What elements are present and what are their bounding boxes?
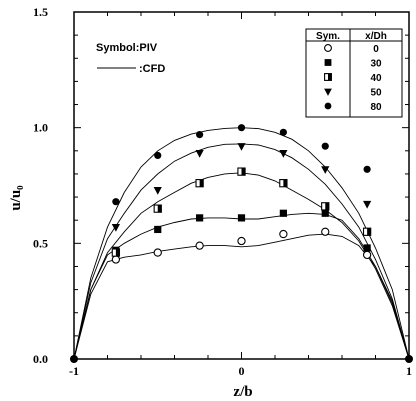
piv-point-x0 bbox=[237, 236, 246, 246]
piv-point-x50 bbox=[279, 150, 288, 158]
piv-point-x0 bbox=[195, 241, 204, 250]
y-tick-label: 1.0 bbox=[33, 121, 48, 135]
piv-point-x80 bbox=[112, 198, 120, 206]
piv-point-x0 bbox=[153, 248, 162, 257]
piv-point-x80 bbox=[237, 124, 246, 132]
y-tick-label: 0.0 bbox=[33, 352, 48, 366]
legend-marker-30 bbox=[324, 59, 332, 66]
cfd-curve-x40 bbox=[73, 172, 410, 360]
piv-point-x40-fill bbox=[283, 179, 287, 187]
legend-label-80: 80 bbox=[370, 102, 382, 113]
piv-point-x40-fill bbox=[367, 228, 371, 236]
piv-point-x0 bbox=[111, 255, 121, 264]
piv-point-x40-fill bbox=[115, 248, 120, 257]
piv-points bbox=[70, 124, 413, 363]
piv-point-x40 bbox=[111, 248, 121, 257]
piv-point-x50 bbox=[111, 224, 120, 232]
legend-label-30: 30 bbox=[370, 59, 382, 70]
y-tick-label: 1.5 bbox=[33, 5, 48, 19]
x-tick-label: 1 bbox=[406, 364, 412, 378]
piv-point-x50 bbox=[153, 187, 162, 195]
piv-point-x40-fill bbox=[325, 202, 329, 210]
piv-point-x30 bbox=[321, 209, 329, 217]
piv-point-x50 bbox=[237, 143, 246, 151]
piv-point-x80 bbox=[279, 128, 287, 136]
legend-label-50: 50 bbox=[370, 88, 382, 99]
legend-header-sym: Sym. bbox=[316, 31, 340, 42]
y-axis-title: u/u₀ bbox=[8, 185, 24, 211]
piv-point-x40 bbox=[279, 179, 288, 188]
piv-point-x80 bbox=[154, 151, 162, 160]
piv-point-x30 bbox=[279, 209, 287, 217]
axes bbox=[73, 11, 410, 360]
x-tick-label: 0 bbox=[239, 364, 245, 378]
legend-frame bbox=[305, 28, 403, 118]
legend: Sym. x/Dh 0 30 40 50 80 bbox=[305, 28, 403, 118]
piv-point-x40 bbox=[153, 204, 162, 213]
tick-labels: 0.0 0.5 1.0 1.5 -1 0 1 bbox=[33, 5, 412, 378]
piv-point-x40-fill bbox=[157, 205, 162, 213]
piv-point-x40 bbox=[237, 167, 246, 176]
boundary-point-right bbox=[405, 355, 413, 363]
piv-point-x30 bbox=[154, 225, 162, 234]
piv-point-x80 bbox=[321, 142, 329, 150]
piv-point-x80 bbox=[363, 165, 371, 173]
legend-label-40: 40 bbox=[370, 73, 382, 84]
boundary-point-left bbox=[70, 355, 78, 363]
x-axis-title: z/b bbox=[233, 384, 252, 400]
legend-marker-40-fill bbox=[328, 73, 332, 81]
piv-point-x40 bbox=[195, 179, 204, 188]
cfd-curve-x30 bbox=[73, 212, 410, 360]
cfd-curve-x0 bbox=[73, 233, 410, 360]
piv-point-x30 bbox=[237, 214, 246, 222]
legend-marker-40 bbox=[324, 73, 332, 81]
piv-point-x0 bbox=[279, 229, 288, 239]
x-tick-label: -1 bbox=[69, 364, 79, 378]
piv-point-x40 bbox=[321, 202, 330, 211]
piv-point-x50 bbox=[195, 150, 204, 158]
legend-header-var: x/Dh bbox=[365, 31, 387, 42]
annotation-cfd: :CFD bbox=[139, 63, 165, 75]
legend-marker-80 bbox=[324, 102, 332, 110]
annotation-piv: Symbol:PIV bbox=[96, 42, 158, 54]
piv-point-x50 bbox=[363, 200, 372, 209]
legend-label-0: 0 bbox=[373, 44, 379, 55]
piv-point-x40-fill bbox=[199, 179, 204, 187]
piv-point-x80 bbox=[196, 131, 204, 139]
piv-point-x0 bbox=[321, 227, 330, 236]
cfd-curve-x50 bbox=[73, 143, 410, 360]
piv-point-x30 bbox=[196, 214, 204, 222]
piv-point-x0 bbox=[362, 250, 372, 260]
legend-marker-50 bbox=[324, 88, 332, 96]
piv-point-x40-fill bbox=[241, 168, 246, 176]
piv-point-x30 bbox=[363, 244, 371, 252]
piv-point-x50 bbox=[321, 166, 330, 174]
legend-marker-0 bbox=[324, 44, 332, 52]
piv-point-x40 bbox=[362, 227, 372, 236]
y-tick-label: 0.5 bbox=[33, 236, 48, 250]
